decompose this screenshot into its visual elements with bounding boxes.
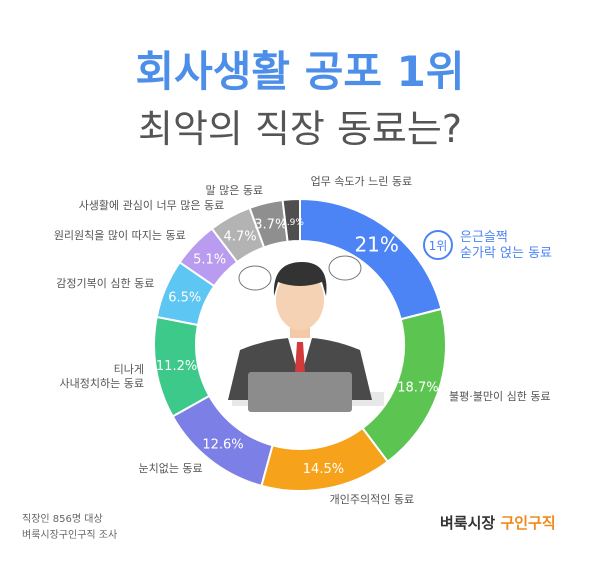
title: 회사생활 공포 1위 (135, 47, 465, 96)
category-label: 사생활에 관심이 너무 많은 동료 (78, 199, 225, 213)
subtitle: 최악의 직장 동료는? (137, 107, 462, 151)
illustration (228, 255, 384, 412)
scribble (328, 255, 362, 281)
category-label: 업무 속도가 느린 동료 (310, 175, 413, 189)
value-label: 14.5% (303, 462, 344, 477)
tie (295, 342, 305, 380)
category-label: 은근슬쩍 숟가락 얹는 동료 (460, 230, 552, 261)
rank-label: 1위 (429, 239, 448, 253)
value-label: 11.2% (156, 359, 197, 374)
value-label: 12.6% (202, 437, 243, 452)
laptop (248, 372, 352, 412)
value-label: 5.1% (193, 253, 226, 268)
scribble (238, 265, 272, 291)
category-label: 불평·불만이 심한 동료 (449, 390, 551, 404)
category-label: 말 많은 동료 (205, 184, 264, 198)
category-label: 티나게 사내정치하는 동료 (59, 362, 144, 390)
footnote: 벼룩시장구인구직 조사 (22, 530, 118, 541)
category-label: 감정기복이 심한 동료 (56, 276, 155, 290)
logo-brand: 벼룩시장 (440, 514, 496, 532)
category-label: 원리원칙을 많이 따지는 동료 (53, 228, 186, 242)
logo: 벼룩시장 구인구직 (440, 512, 556, 533)
category-label: 개인주의적인 동료 (329, 493, 415, 507)
rank-badge (423, 230, 453, 260)
hair (273, 262, 327, 296)
value-label: 3.7% (254, 217, 287, 232)
donut-segment (281, 197, 301, 243)
value-label: 4.7% (224, 229, 257, 244)
value-label: 1.9% (281, 218, 304, 228)
value-label: 18.7% (397, 380, 438, 395)
face (276, 270, 324, 330)
footnote: 직장인 856명 대상 (22, 514, 103, 525)
value-label: 6.5% (168, 291, 201, 306)
category-label: 눈치없는 동료 (138, 462, 203, 476)
logo-service: 구인구직 (500, 514, 556, 532)
value-label: 21% (354, 232, 398, 256)
donut-segment (260, 426, 390, 492)
